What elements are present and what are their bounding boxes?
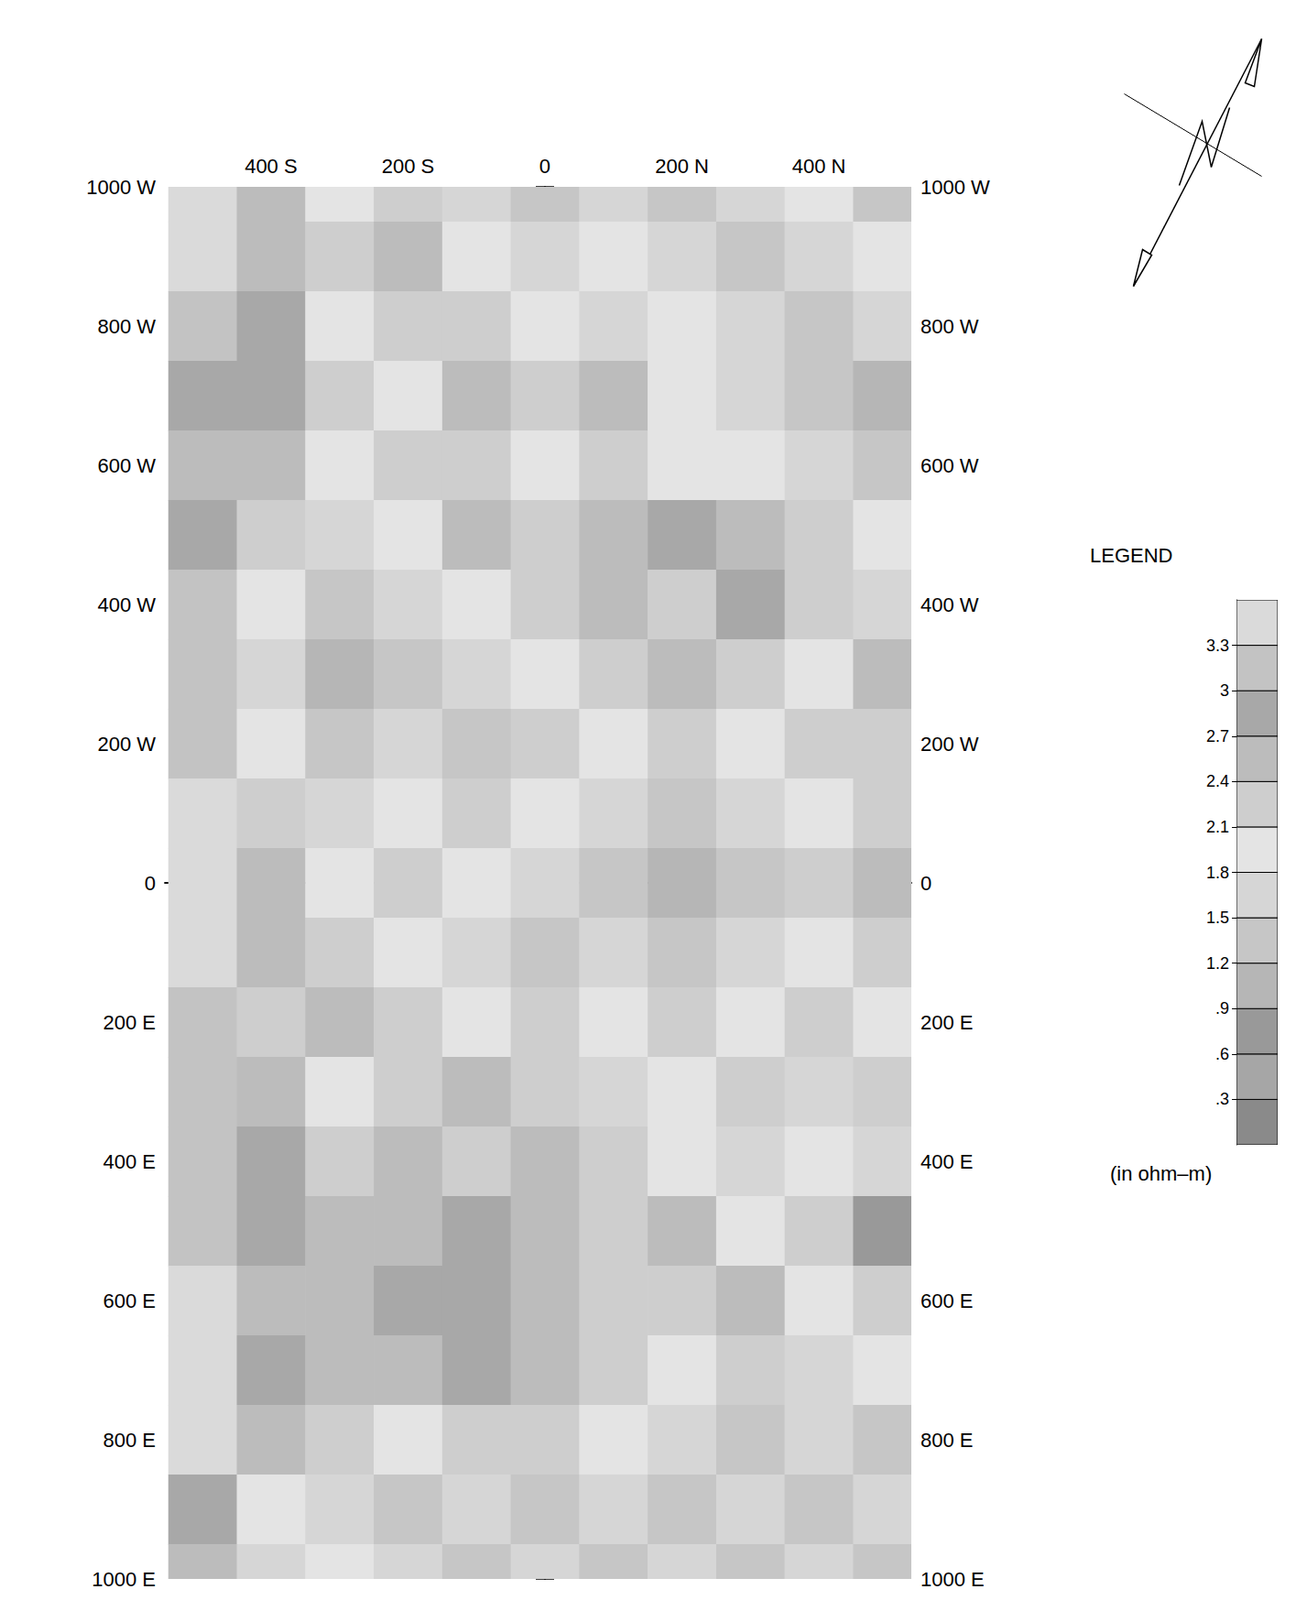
- svg-text:2.7: 2.7: [1206, 727, 1230, 746]
- svg-text:1.8: 1.8: [1206, 863, 1230, 883]
- svg-text:600 W: 600 W: [920, 454, 980, 478]
- svg-text:1.2: 1.2: [1206, 954, 1230, 973]
- svg-text:.3: .3: [1215, 1089, 1230, 1109]
- svg-text:400 E: 400 E: [920, 1150, 974, 1174]
- svg-text:600 E: 600 E: [103, 1289, 157, 1313]
- svg-text:200 E: 200 E: [103, 1011, 157, 1035]
- svg-text:800 W: 800 W: [920, 315, 980, 338]
- svg-text:0: 0: [539, 154, 551, 178]
- svg-text:600 E: 600 E: [920, 1289, 974, 1313]
- svg-text:600 W: 600 W: [97, 454, 156, 478]
- svg-text:0: 0: [144, 871, 156, 895]
- svg-text:3.3: 3.3: [1206, 636, 1230, 655]
- svg-text:.6: .6: [1215, 1045, 1230, 1064]
- svg-text:3: 3: [1219, 681, 1230, 700]
- svg-text:400 N: 400 N: [792, 154, 847, 178]
- svg-text:400 E: 400 E: [103, 1150, 157, 1174]
- svg-text:1000 E: 1000 E: [920, 1568, 985, 1591]
- svg-text:2.1: 2.1: [1206, 817, 1230, 837]
- svg-text:200 E: 200 E: [920, 1011, 974, 1035]
- svg-text:400 W: 400 W: [97, 593, 156, 617]
- svg-text:2.4: 2.4: [1206, 772, 1230, 791]
- svg-text:400 S: 400 S: [244, 154, 298, 178]
- svg-text:400 W: 400 W: [920, 593, 980, 617]
- svg-text:800 E: 800 E: [103, 1428, 157, 1452]
- svg-text:800 W: 800 W: [97, 315, 156, 338]
- svg-text:200 W: 200 W: [920, 732, 980, 756]
- svg-text:1000 W: 1000 W: [86, 175, 156, 199]
- svg-text:1.5: 1.5: [1206, 908, 1230, 927]
- svg-text:.9: .9: [1215, 999, 1230, 1018]
- svg-text:1000 W: 1000 W: [920, 175, 991, 199]
- svg-text:0: 0: [920, 871, 932, 895]
- svg-text:200 S: 200 S: [381, 154, 436, 178]
- svg-text:1000 E: 1000 E: [91, 1568, 156, 1591]
- svg-text:200 W: 200 W: [97, 732, 156, 756]
- svg-text:800 E: 800 E: [920, 1428, 974, 1452]
- svg-text:LEGEND: LEGEND: [1089, 544, 1173, 567]
- svg-text:(in ohm–m): (in ohm–m): [1110, 1162, 1212, 1186]
- svg-text:200 N: 200 N: [654, 154, 709, 178]
